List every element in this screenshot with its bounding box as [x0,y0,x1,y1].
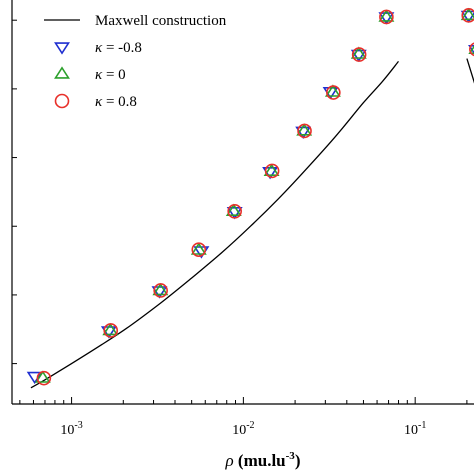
legend-label-maxwell: Maxwell construction [95,13,227,29]
data-point-2-6 [297,123,312,139]
legend-marker-0 [54,42,70,55]
data-point-1-8 [350,46,367,59]
data-point-1-7 [324,84,341,97]
data-point-2-8 [351,47,367,62]
maxwell-curve-left-branch [30,60,400,389]
data-point-2-1 [103,323,119,338]
data-point-1-5 [263,163,280,176]
data-point-1-11 [468,45,474,55]
data-point-2-10 [461,8,474,23]
legend-label-0: κ = -0.8 [95,40,142,56]
data-point-1-0 [34,370,51,383]
x-axis-label: ρ (mu.lu-3) [225,450,301,470]
x-tick-label-2: 10-1 [404,420,426,438]
data-point-1-2 [152,282,169,296]
data-point-2-7 [326,85,341,100]
series-1 [34,7,474,383]
data-point-0-10 [460,10,474,23]
data-point-2-4 [227,203,242,219]
legend-label-2: κ = 0.8 [95,94,137,110]
data-point-2-9 [379,9,394,25]
data-point-2-11 [469,42,474,57]
legend-label-1: κ = 0 [95,67,126,83]
data-point-2-3 [191,242,207,257]
data-point-0-9 [378,12,395,25]
x-tick-label-0: 10-3 [60,420,82,438]
data-point-0-11 [468,44,474,55]
legend-marker-2 [54,93,70,109]
data-point-1-9 [378,9,395,22]
data-point-1-1 [102,322,119,336]
data-point-2-2 [153,283,168,298]
x-tick-label-1: 10-2 [232,420,254,438]
series-2 [36,8,474,386]
data-point-0-8 [350,49,367,63]
data-point-1-3 [190,242,207,255]
maxwell-curve-right-branch [466,58,474,84]
data-point-1-10 [460,7,474,21]
legend-marker-1 [54,66,70,79]
data-point-2-0 [36,370,52,386]
data-point-2-5 [264,163,280,179]
data-point-1-4 [225,203,242,216]
legend: Maxwell construction κ = -0.8 κ = 0 κ = 0.8 [44,13,227,110]
data-point-1-6 [296,123,313,136]
